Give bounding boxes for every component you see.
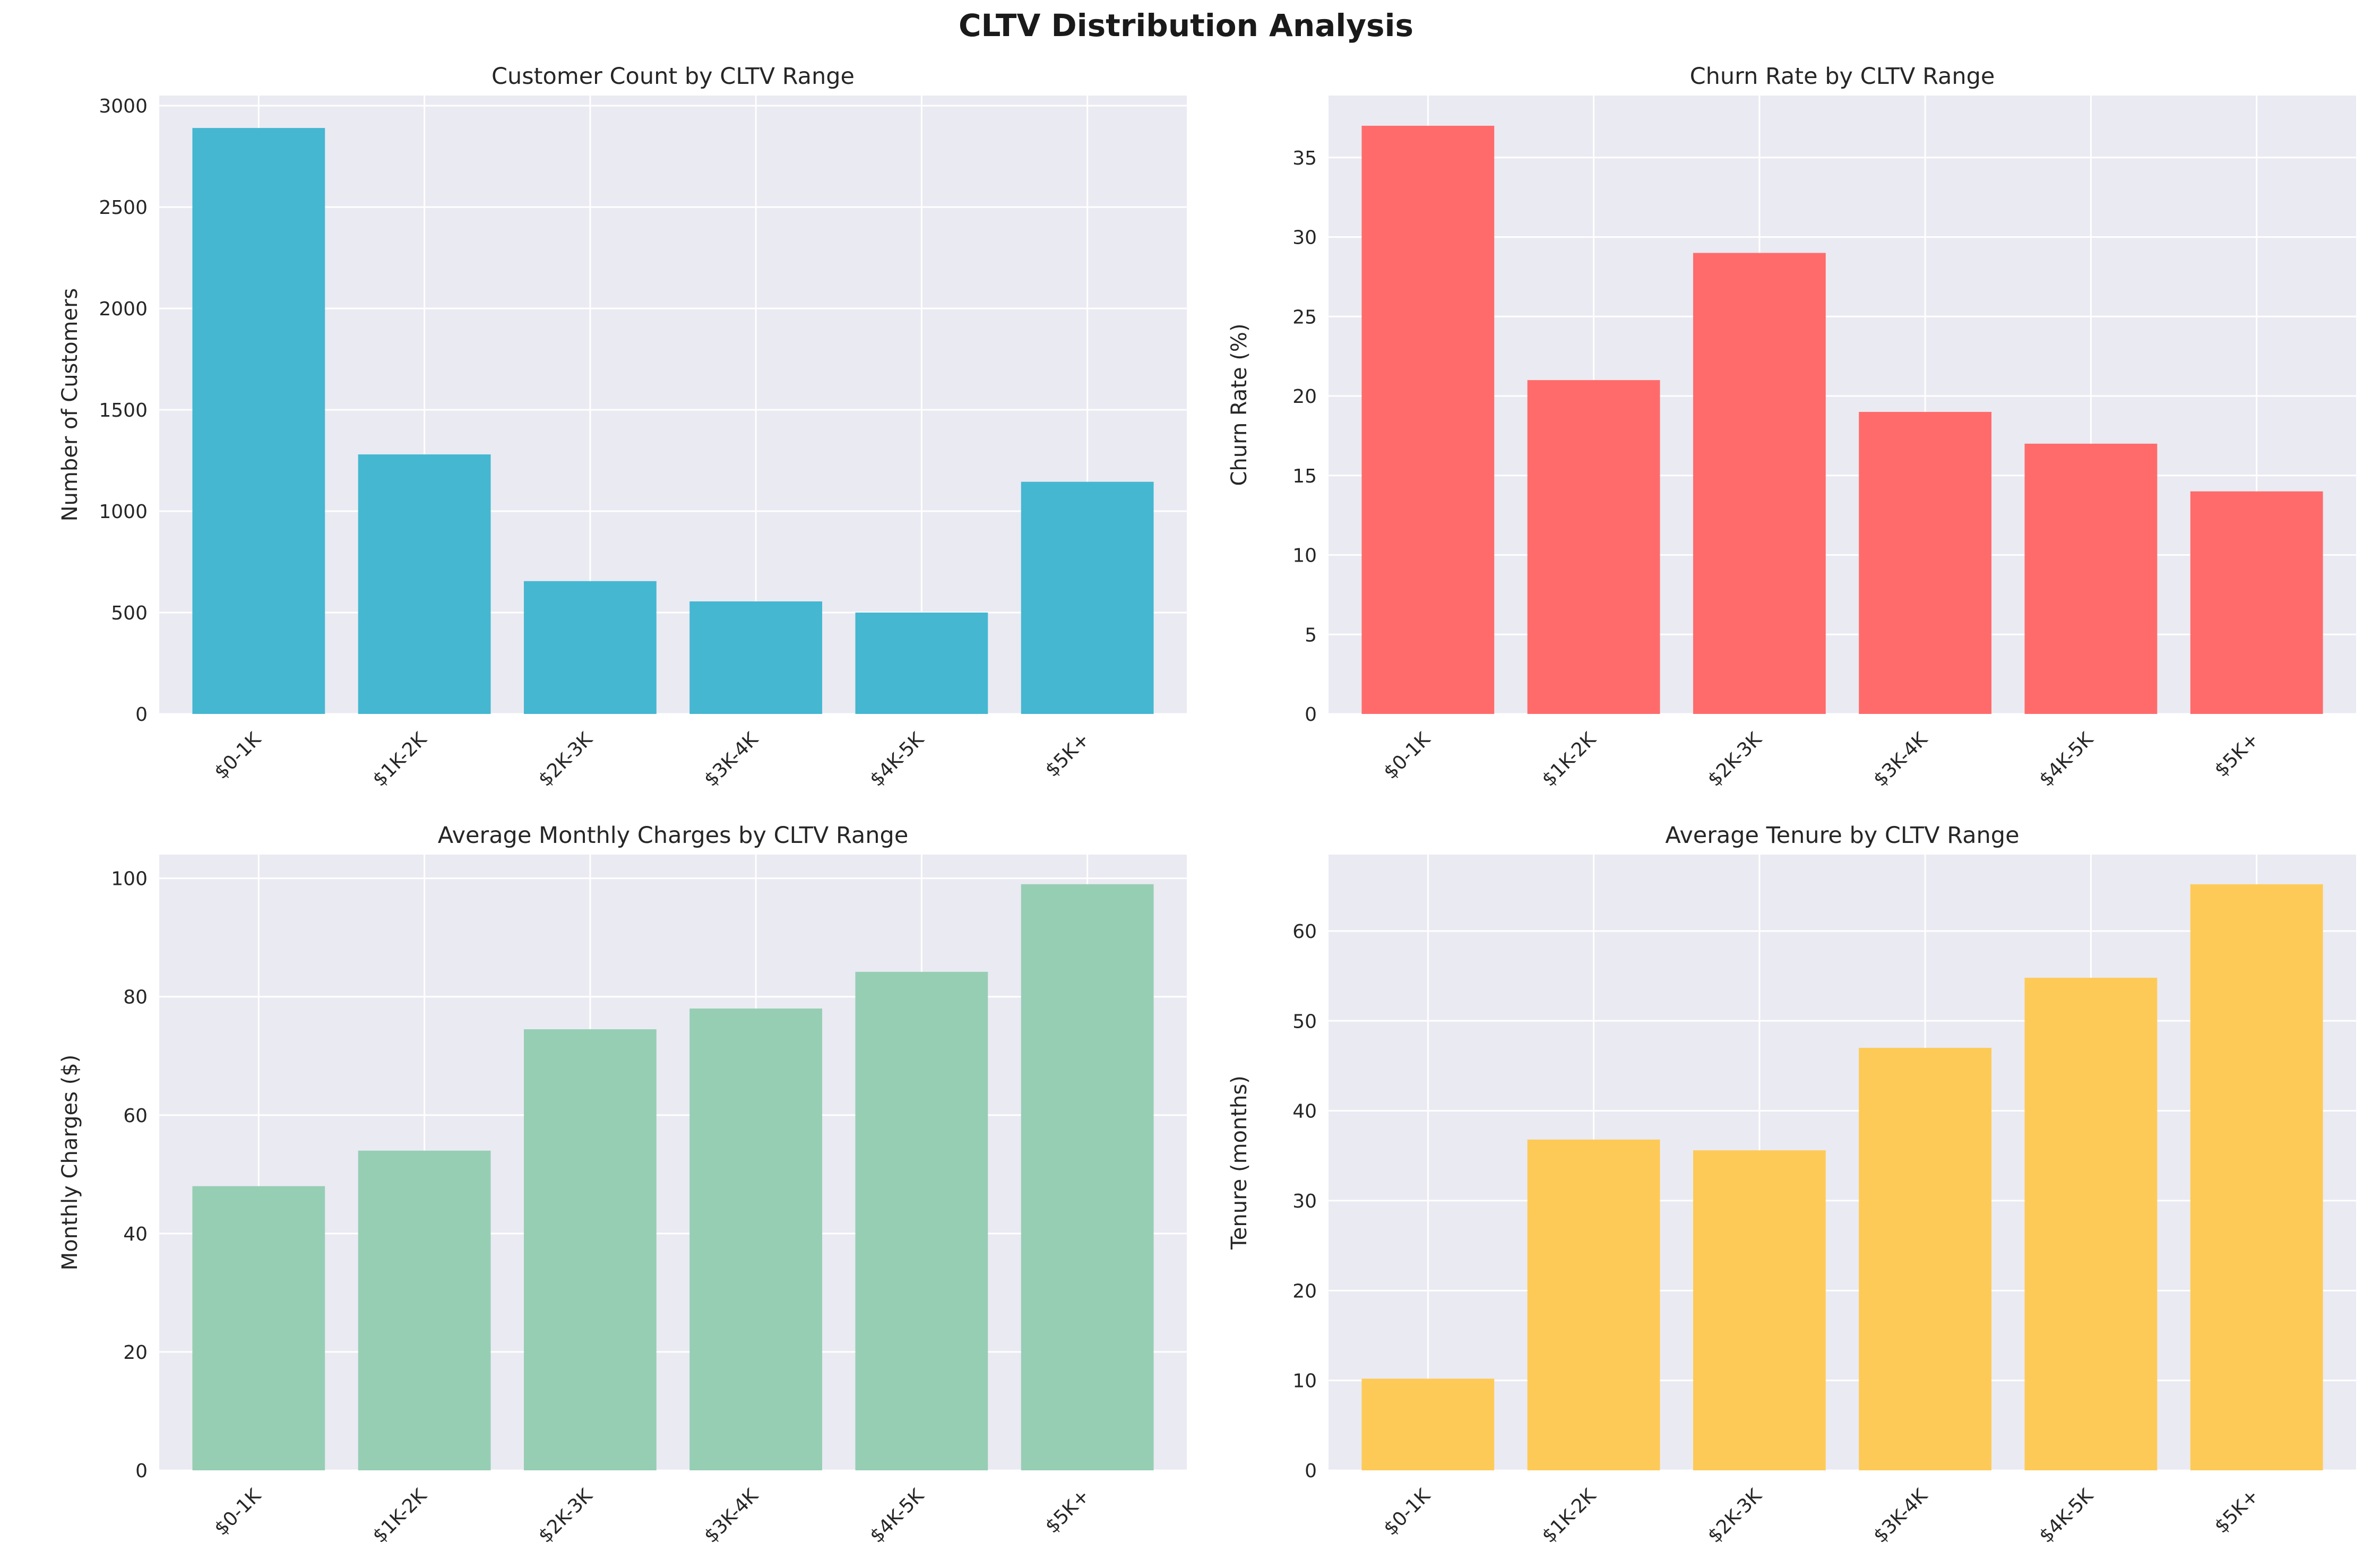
y-axis-label: Monthly Charges ($) bbox=[58, 1055, 82, 1271]
bar bbox=[358, 1150, 491, 1470]
bar bbox=[1527, 1139, 1660, 1470]
plot-background bbox=[159, 855, 1187, 1470]
y-tick-label: 40 bbox=[123, 1224, 148, 1245]
chart-title: Average Monthly Charges by CLTV Range bbox=[438, 822, 909, 849]
bar bbox=[2024, 443, 2158, 714]
bar bbox=[523, 1029, 657, 1470]
y-tick-label: 10 bbox=[1292, 545, 1317, 567]
bar bbox=[2190, 884, 2323, 1470]
bar bbox=[1859, 1048, 1992, 1470]
x-tick-label: $1K-2K bbox=[1538, 1484, 1600, 1547]
x-tick-label: $4K-5K bbox=[2035, 1484, 2098, 1547]
bar bbox=[358, 454, 491, 714]
chart-title: Churn Rate by CLTV Range bbox=[1690, 63, 1995, 90]
plot-background bbox=[1329, 96, 2356, 714]
chart-title: Customer Count by CLTV Range bbox=[491, 63, 855, 90]
y-tick-label: 10 bbox=[1292, 1371, 1317, 1392]
bar bbox=[1527, 380, 1660, 714]
y-axis-label: Churn Rate (%) bbox=[1227, 323, 1252, 486]
y-tick-label: 3000 bbox=[99, 96, 148, 117]
y-tick-label: 2000 bbox=[99, 298, 148, 320]
bar bbox=[689, 1009, 823, 1470]
y-tick-label: 0 bbox=[135, 704, 148, 726]
bar bbox=[192, 1186, 325, 1470]
y-tick-label: 0 bbox=[135, 1460, 148, 1482]
bar bbox=[855, 613, 988, 714]
bar bbox=[1021, 884, 1154, 1470]
y-tick-label: 20 bbox=[1292, 386, 1317, 408]
bar bbox=[1021, 481, 1154, 714]
y-tick-label: 500 bbox=[111, 602, 148, 624]
bar bbox=[192, 128, 325, 714]
y-tick-label: 50 bbox=[1292, 1011, 1317, 1032]
plot-background bbox=[159, 96, 1187, 714]
x-tick-label: $2K-3K bbox=[1704, 1484, 1766, 1547]
y-tick-label: 2500 bbox=[99, 197, 148, 219]
bar bbox=[1859, 411, 1992, 714]
x-tick-label: $5K+ bbox=[2211, 1485, 2263, 1537]
chart-title: Average Tenure by CLTV Range bbox=[1665, 822, 2019, 849]
y-tick-label: 5 bbox=[1305, 624, 1317, 646]
bar bbox=[523, 581, 657, 714]
y-tick-label: 40 bbox=[1292, 1101, 1317, 1123]
y-tick-label: 60 bbox=[123, 1105, 148, 1127]
y-tick-label: 0 bbox=[1305, 1460, 1317, 1482]
bar bbox=[1693, 253, 1826, 714]
bar bbox=[855, 971, 988, 1470]
bar bbox=[1361, 1379, 1495, 1470]
x-tick-label: $0-1K bbox=[1379, 1484, 1435, 1539]
y-tick-label: 1000 bbox=[99, 501, 148, 523]
y-tick-label: 35 bbox=[1292, 148, 1317, 169]
y-axis-label: Tenure (months) bbox=[1227, 1075, 1252, 1250]
bar bbox=[689, 601, 823, 714]
bar bbox=[2190, 491, 2323, 714]
y-tick-label: 1500 bbox=[99, 400, 148, 421]
y-tick-label: 20 bbox=[123, 1342, 148, 1364]
y-tick-label: 30 bbox=[1292, 227, 1317, 249]
figure-title: CLTV Distribution Analysis bbox=[958, 7, 1413, 44]
y-tick-label: 0 bbox=[1305, 704, 1317, 726]
bar bbox=[2024, 978, 2158, 1470]
x-tick-label: $3K-4K bbox=[1869, 1484, 1932, 1547]
y-tick-label: 60 bbox=[1292, 921, 1317, 943]
y-tick-label: 20 bbox=[1292, 1280, 1317, 1302]
y-tick-label: 15 bbox=[1292, 466, 1317, 487]
y-tick-label: 80 bbox=[123, 987, 148, 1009]
y-axis-label: Number of Customers bbox=[58, 288, 82, 522]
plot-background bbox=[1329, 855, 2356, 1470]
y-tick-label: 30 bbox=[1292, 1191, 1317, 1212]
y-tick-label: 100 bbox=[111, 868, 148, 890]
y-tick-label: 25 bbox=[1292, 306, 1317, 328]
bar bbox=[1693, 1150, 1826, 1470]
bar bbox=[1361, 125, 1495, 714]
